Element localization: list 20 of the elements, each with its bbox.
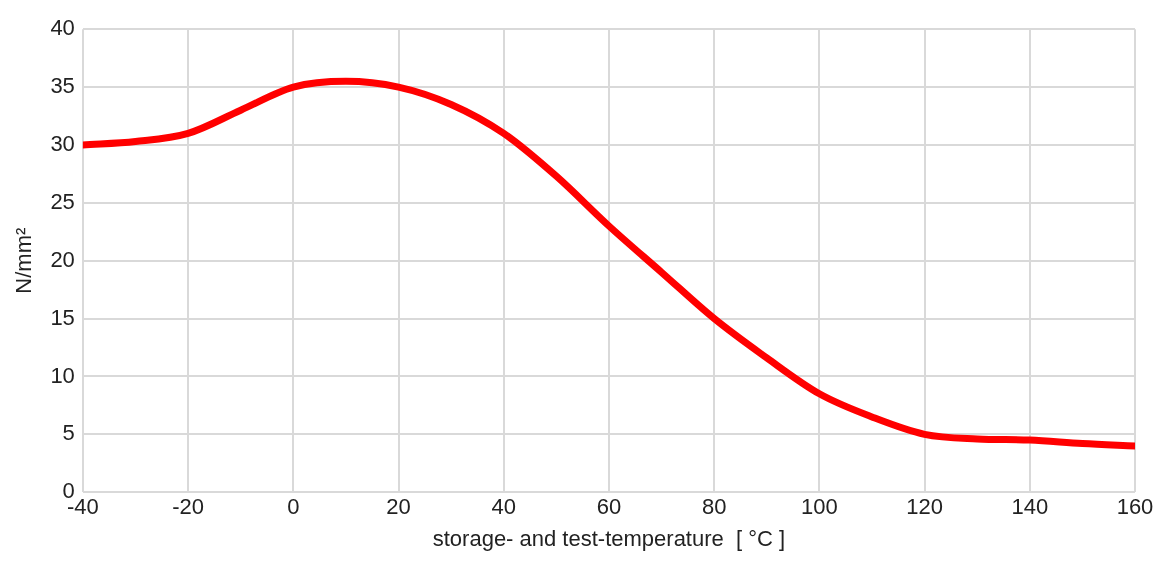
y-tick-label: 10 bbox=[50, 362, 75, 388]
x-tick-label: 120 bbox=[906, 494, 943, 520]
x-tick-label: 40 bbox=[491, 494, 516, 520]
x-tick-label: 100 bbox=[801, 494, 838, 520]
y-tick-label: 5 bbox=[62, 420, 75, 446]
y-tick-label: 30 bbox=[50, 131, 75, 157]
y-tick-label: 35 bbox=[50, 73, 75, 99]
y-tick-label: 25 bbox=[50, 188, 75, 214]
y-tick-label: 15 bbox=[50, 304, 75, 330]
x-tick-label: 80 bbox=[701, 494, 727, 520]
x-tick-label: 140 bbox=[1011, 494, 1049, 520]
x-tick-label: 160 bbox=[1116, 494, 1154, 520]
x-tick-label: -20 bbox=[172, 494, 204, 520]
y-axis-title: N/mm² bbox=[11, 227, 37, 294]
y-tick-label: 40 bbox=[50, 15, 75, 41]
x-tick-label: 20 bbox=[386, 494, 411, 520]
x-tick-label: 0 bbox=[287, 494, 300, 520]
x-axis-title: storage- and test-temperature [ °C ] bbox=[432, 525, 786, 551]
y-tick-label: 20 bbox=[50, 246, 75, 272]
x-tick-label: 60 bbox=[596, 494, 622, 520]
